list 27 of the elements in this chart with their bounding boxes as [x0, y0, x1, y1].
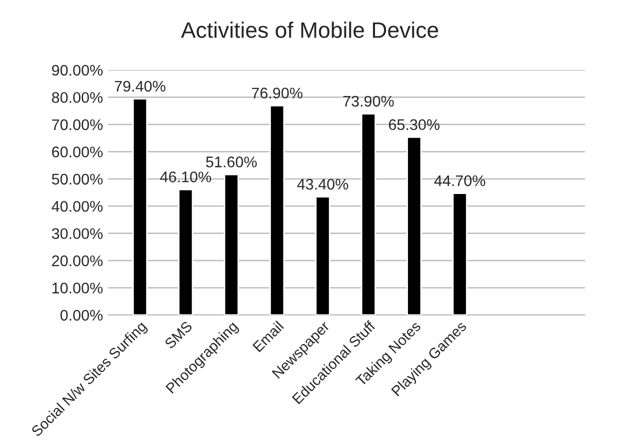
data-label: 76.90%: [252, 88, 302, 98]
data-label: 79.40%: [114, 80, 166, 92]
bar: [315, 196, 330, 315]
y-tick-label: 60.00%: [52, 146, 103, 158]
bar: [452, 192, 468, 315]
bar: [406, 136, 422, 315]
y-tick-label: 10.00%: [52, 282, 103, 294]
data-label: 65.30%: [388, 119, 440, 130]
y-tick-label: 40.00%: [52, 200, 103, 212]
bar: [178, 188, 194, 315]
bar: [360, 113, 376, 315]
bar: [132, 98, 148, 315]
y-tick-label: 20.00%: [52, 255, 103, 266]
bar: [270, 104, 285, 315]
chart-title: Activities of Mobile Device: [180, 22, 438, 38]
bar: [224, 174, 239, 315]
y-tick-label: 0.00%: [60, 310, 103, 321]
y-tick-label: 70.00%: [52, 119, 103, 130]
data-label: 73.90%: [343, 96, 394, 107]
y-tick-label: 30.00%: [52, 228, 103, 240]
y-tick-label: 50.00%: [52, 174, 103, 185]
data-label: 43.40%: [297, 178, 348, 190]
data-label: 51.60%: [206, 156, 257, 168]
y-tick-label: 80.00%: [52, 92, 103, 103]
data-label: 44.70%: [434, 175, 486, 186]
data-label: 46.10%: [160, 172, 212, 182]
y-tick-label: 90.00%: [52, 64, 103, 76]
